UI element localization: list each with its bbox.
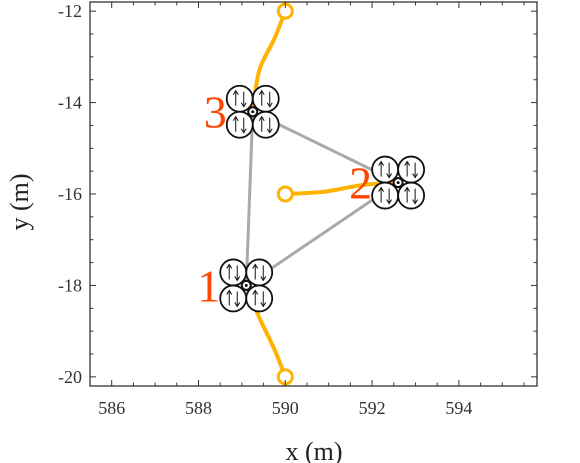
quadrotor-icon-drone-2 <box>371 155 426 210</box>
rotor-arrowhead <box>412 173 419 179</box>
rotor-circle <box>219 258 248 287</box>
rotor-circle <box>251 110 280 139</box>
rotor-circle <box>245 258 274 287</box>
rotor-circle <box>397 181 426 210</box>
rotor-arrowhead <box>226 289 233 295</box>
rotor-circle <box>371 181 400 210</box>
y-tick-label: -18 <box>58 275 82 295</box>
rotor-arrowhead <box>260 276 267 282</box>
rotor-arrowhead <box>252 263 259 269</box>
y-tick-label: -12 <box>58 1 82 21</box>
rotor-arrowhead <box>404 186 411 192</box>
rotor-arrowhead <box>386 173 393 179</box>
rotor-arrowhead <box>378 186 385 192</box>
x-axis-title: x (m) <box>285 437 342 463</box>
rotor-arrowhead <box>232 115 239 121</box>
y-tick-label: -20 <box>58 367 82 387</box>
rotor-arrowhead <box>258 89 265 95</box>
quadrotor-hub-dot <box>251 110 255 114</box>
rotor-circle <box>397 155 426 184</box>
rotor-circle <box>225 84 254 113</box>
rotor-arrowhead <box>240 128 247 134</box>
rotor-arrowhead <box>234 302 241 308</box>
rotor-circle <box>245 284 274 313</box>
rotor-arrowhead <box>252 289 259 295</box>
rotor-arrowhead <box>378 160 385 166</box>
x-tick-label: 594 <box>445 398 472 418</box>
rotor-circle <box>219 284 248 313</box>
rotor-circle <box>251 84 280 113</box>
rotor-arrowhead <box>226 263 233 269</box>
rotor-arrowhead <box>412 199 419 205</box>
y-axis-title: y (m) <box>5 173 34 230</box>
y-tick-label: -16 <box>58 184 82 204</box>
rotor-arrowhead <box>404 160 411 166</box>
drone-labels: 1 2 3 <box>197 87 372 312</box>
rotor-arrowhead <box>266 102 273 108</box>
axes: 586 588 590 592 594 -12 -14 -16 -18 -20 <box>58 1 538 418</box>
quadrotor-hub-dot <box>396 181 400 185</box>
rotor-circle <box>225 110 254 139</box>
rotor-arrowhead <box>266 128 273 134</box>
x-tick-label: 592 <box>359 398 386 418</box>
drone-label-2: 2 <box>349 158 372 209</box>
drone-label-1: 1 <box>197 260 220 311</box>
quadrotor-icon-drone-1 <box>219 258 274 313</box>
rotor-arrowhead <box>240 102 247 108</box>
start-markers <box>276 2 294 386</box>
x-tick-label: 586 <box>98 398 125 418</box>
drones <box>219 84 426 313</box>
quadrotor-icon-drone-3 <box>225 84 280 139</box>
start-marker-drone-2 <box>276 185 294 203</box>
rotor-arrowhead <box>258 115 265 121</box>
formation-link-1-3 <box>244 111 255 286</box>
rotor-arrowhead <box>260 302 267 308</box>
rotor-circle <box>371 155 400 184</box>
y-tick-label: -14 <box>58 93 82 113</box>
rotor-arrowhead <box>386 199 393 205</box>
x-tick-label: 590 <box>272 398 299 418</box>
rotor-arrowhead <box>232 89 239 95</box>
x-tick-label: 588 <box>185 398 212 418</box>
drone-label-3: 3 <box>204 87 227 138</box>
rotor-arrowhead <box>234 276 241 282</box>
quadrotor-hub-dot <box>244 283 248 287</box>
